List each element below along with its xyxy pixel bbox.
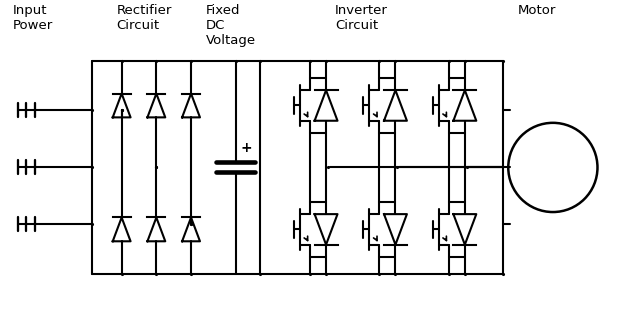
Text: Inverter
Circuit: Inverter Circuit [335,4,388,32]
Text: +: + [241,140,252,155]
Text: Rectifier
Circuit: Rectifier Circuit [117,4,172,32]
Text: Motor: Motor [518,4,557,17]
Text: Fixed
DC
Voltage: Fixed DC Voltage [206,4,256,47]
Text: Input
Power: Input Power [12,4,53,32]
